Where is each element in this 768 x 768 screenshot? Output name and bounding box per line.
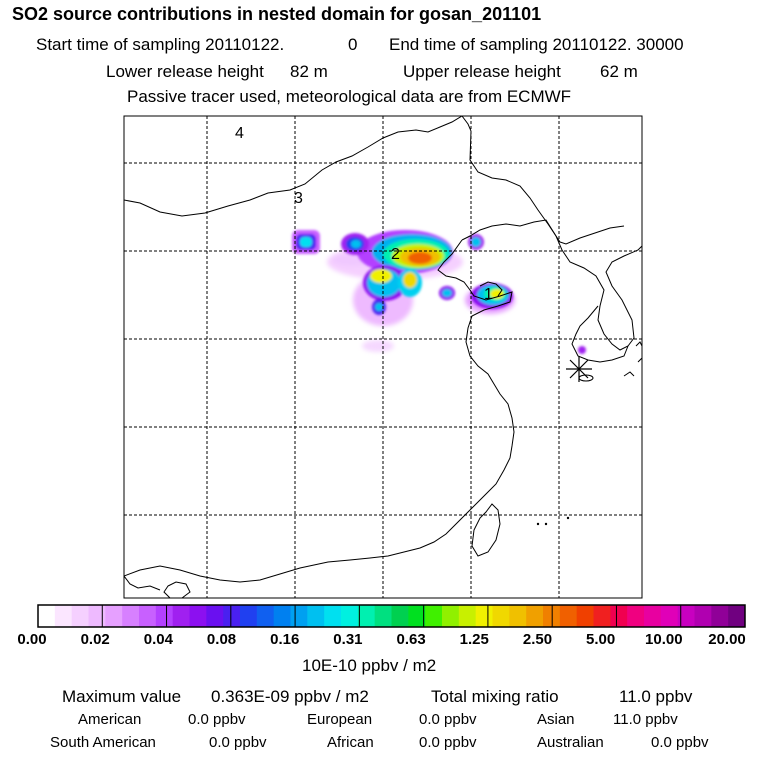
colorbar-tick-label: 0.16 — [270, 631, 300, 648]
colorbar-segment — [324, 605, 342, 627]
colorbar-segment — [374, 605, 392, 627]
colorbar-segment — [223, 605, 241, 627]
region-value-australian: 0.0 ppbv — [651, 734, 709, 751]
region-name-european: European — [307, 711, 373, 728]
upper-height-value: 62 m — [600, 62, 638, 81]
coastlines — [124, 116, 642, 598]
colorbar-segment — [341, 605, 359, 627]
colorbar-segment — [307, 605, 325, 627]
colorbar-tick-label: 1.25 — [459, 631, 489, 648]
colorbar-segment — [54, 605, 73, 627]
colorbar-segment — [610, 605, 628, 627]
colorbar-segment — [677, 605, 695, 627]
colorbar-tick-label: 0.63 — [396, 631, 426, 648]
colorbar-segment — [425, 605, 443, 627]
colorbar-segment — [492, 605, 510, 627]
grid-label-3: 3 — [294, 190, 303, 207]
colorbar-tick-label: 0.31 — [333, 631, 363, 648]
colorbar-segment — [526, 605, 544, 627]
region-name-asian: Asian — [537, 711, 575, 728]
receptor-asterisk-icon — [566, 356, 592, 382]
colorbar-segment — [155, 605, 174, 627]
colorbar-segment — [71, 605, 89, 627]
tracer-note: Passive tracer used, meteorological data… — [127, 87, 572, 106]
colorbar-segment — [139, 605, 157, 627]
colorbar-tick-label: 2.50 — [522, 631, 553, 648]
colorbar-units: 10E-10 ppbv / m2 — [302, 656, 437, 675]
colorbar-segment — [38, 605, 56, 627]
colorbar-segment — [593, 605, 611, 627]
upper-height-label: Upper release height — [403, 62, 561, 81]
colorbar-segment — [189, 605, 207, 627]
colorbar-segment — [273, 605, 291, 627]
figure-title: SO2 source contributions in nested domai… — [12, 4, 542, 24]
colorbar-segment — [475, 605, 493, 627]
colorbar-tick-label: 0.00 — [17, 631, 47, 648]
total-mixing-label: Total mixing ratio — [431, 687, 559, 706]
colorbar-segment — [256, 605, 275, 627]
lower-height-label: Lower release height — [106, 62, 264, 81]
start-time-value: 0 — [348, 35, 358, 54]
colorbar-segment — [357, 605, 376, 627]
region-value-african: 0.0 ppbv — [419, 734, 477, 751]
region-value-south-american: 0.0 ppbv — [209, 734, 267, 751]
colorbar-segment — [458, 605, 477, 627]
colorbar-segment — [543, 605, 561, 627]
colorbar-segment — [694, 605, 712, 627]
colorbar-tick-label: 20.00 — [708, 631, 746, 648]
colorbar-segment — [88, 605, 106, 627]
colorbar-segment — [711, 605, 729, 627]
max-value-label: Maximum value — [62, 687, 182, 706]
colorbar-segment — [105, 605, 123, 627]
colorbar-segment — [644, 605, 662, 627]
colorbar-segment — [576, 605, 594, 627]
map-frame — [123, 115, 643, 599]
colorbar-segment — [442, 605, 460, 627]
region-value-american: 0.0 ppbv — [188, 711, 246, 728]
grid-lines — [124, 116, 642, 598]
region-name-australian: Australian — [537, 734, 604, 751]
max-value: 0.363E-09 ppbv / m2 — [211, 687, 369, 706]
concentration-plume — [292, 230, 586, 354]
colorbar-segment — [509, 605, 527, 627]
colorbar-segment — [627, 605, 645, 627]
grid-label-1: 1 — [484, 286, 493, 303]
region-value-asian: 11.0 ppbv — [613, 711, 678, 728]
colorbar-segment — [122, 605, 140, 627]
colorbar-tick-label: 0.02 — [80, 631, 110, 648]
region-name-african: African — [327, 734, 374, 751]
colorbar-segment — [172, 605, 190, 627]
colorbar-segment — [290, 605, 308, 627]
colorbar-segment — [391, 605, 409, 627]
grid-label-4: 4 — [235, 125, 244, 142]
colorbar-segment — [728, 605, 746, 627]
colorbar-tick-label: 10.00 — [645, 631, 683, 648]
colorbar-segment — [660, 605, 679, 627]
grid-label-2: 2 — [391, 246, 400, 263]
total-mixing-value: 11.0 ppbv — [619, 687, 693, 706]
colorbar-tick-label: 0.04 — [143, 631, 173, 648]
colorbar — [37, 604, 746, 628]
colorbar-segment — [240, 605, 258, 627]
colorbar-tick-label: 0.08 — [206, 631, 237, 648]
region-value-european: 0.0 ppbv — [419, 711, 477, 728]
colorbar-segment — [206, 605, 224, 627]
start-time-label: Start time of sampling 20110122. — [36, 35, 285, 54]
lower-height-value: 82 m — [290, 62, 328, 81]
colorbar-tick-label: 5.00 — [586, 631, 616, 648]
region-name-american: American — [78, 711, 142, 728]
colorbar-segment — [559, 605, 578, 627]
colorbar-frame — [37, 604, 746, 628]
region-name-south-american: South American — [50, 734, 156, 751]
colorbar-segment — [408, 605, 426, 627]
end-time-label: End time of sampling 20110122. 30000 — [389, 35, 684, 54]
